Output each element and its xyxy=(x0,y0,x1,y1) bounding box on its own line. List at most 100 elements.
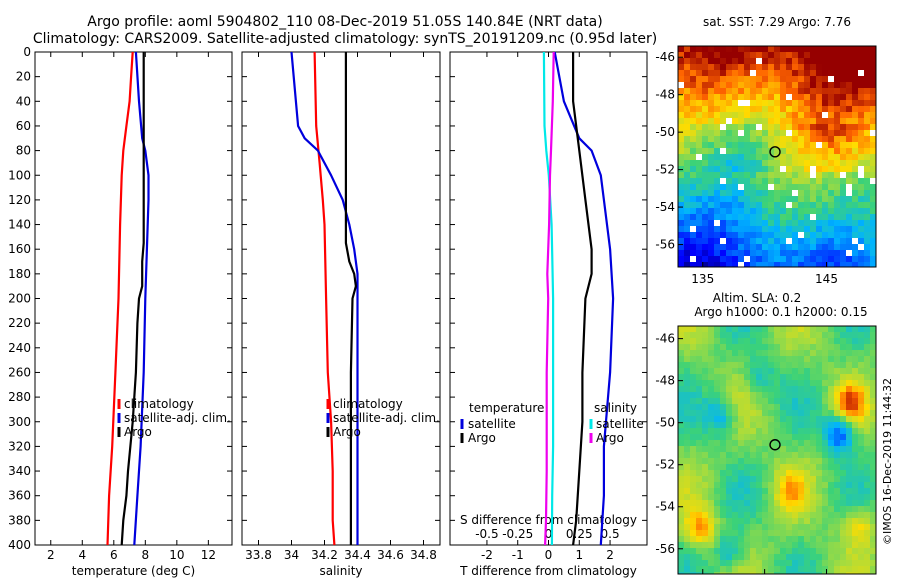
map-cell xyxy=(702,536,708,542)
map-cell xyxy=(810,82,816,88)
map-cell xyxy=(858,548,864,554)
map-cell xyxy=(810,428,816,434)
map-cell xyxy=(846,500,852,506)
map-cell xyxy=(720,362,726,368)
map-cell xyxy=(774,136,780,142)
map-cell xyxy=(696,374,702,380)
map-cell xyxy=(846,190,852,196)
map-cell xyxy=(738,208,744,214)
map-cell xyxy=(678,500,684,506)
map-cell xyxy=(732,160,738,166)
map-cell xyxy=(804,344,810,350)
map-cell xyxy=(834,398,840,404)
map-cell xyxy=(684,172,690,178)
map-cell xyxy=(798,184,804,190)
map-cell xyxy=(870,196,876,202)
map-cell xyxy=(756,166,762,172)
depth-tick-label: 120 xyxy=(8,193,31,207)
map-cell xyxy=(864,488,870,494)
map-cell xyxy=(732,244,738,250)
map-cell xyxy=(708,350,714,356)
map-cell xyxy=(726,220,732,226)
map-cell xyxy=(702,482,708,488)
map-cell xyxy=(840,506,846,512)
map-lat-label: -56 xyxy=(655,238,675,252)
map-cell xyxy=(684,434,690,440)
map-cell xyxy=(696,572,702,574)
map-cell xyxy=(744,350,750,356)
map-cell xyxy=(822,548,828,554)
map-cell xyxy=(840,154,846,160)
map-cell xyxy=(870,488,876,494)
map-cell xyxy=(786,100,792,106)
map-cell xyxy=(726,238,732,244)
map-cell xyxy=(708,422,714,428)
map-cell xyxy=(732,374,738,380)
map-cell xyxy=(696,470,702,476)
map-cell xyxy=(852,142,858,148)
map-cell xyxy=(762,530,768,536)
map-cell xyxy=(678,464,684,470)
map-cell xyxy=(684,196,690,202)
map-cell xyxy=(846,566,852,572)
map-cell xyxy=(744,548,750,554)
depth-tick-label: 160 xyxy=(8,242,31,256)
map-cell xyxy=(762,82,768,88)
map-cell xyxy=(840,172,846,178)
map-cell xyxy=(756,416,762,422)
map-cell xyxy=(774,452,780,458)
map-cell xyxy=(708,136,714,142)
map-cell xyxy=(828,172,834,178)
map-cell xyxy=(840,256,846,262)
map-cell xyxy=(720,130,726,136)
map-cell xyxy=(864,380,870,386)
map-cell xyxy=(786,154,792,160)
map-cell xyxy=(786,76,792,82)
map-cell xyxy=(786,58,792,64)
map-cell xyxy=(804,220,810,226)
map-cell xyxy=(804,422,810,428)
map-cell xyxy=(768,374,774,380)
map-cell xyxy=(858,392,864,398)
map-cell xyxy=(852,446,858,452)
map-cell xyxy=(822,190,828,196)
map-cell xyxy=(804,172,810,178)
map-cell xyxy=(714,94,720,100)
map-cell xyxy=(690,464,696,470)
map-cell xyxy=(732,196,738,202)
map-cell xyxy=(690,458,696,464)
map-cell xyxy=(780,452,786,458)
map-cell xyxy=(804,326,810,332)
map-cell xyxy=(852,500,858,506)
map-cell xyxy=(864,368,870,374)
map-cell xyxy=(810,262,816,267)
map-cell xyxy=(858,404,864,410)
map-cell xyxy=(852,184,858,190)
map-cell xyxy=(816,506,822,512)
map-cell xyxy=(726,148,732,154)
map-cell xyxy=(786,368,792,374)
map-cell xyxy=(708,184,714,190)
map-cell xyxy=(792,344,798,350)
map-cell xyxy=(858,214,864,220)
map-cell xyxy=(852,202,858,208)
map-panel-sla: -46-48-50-52-54-56135140145Altim. SLA: 0… xyxy=(655,291,877,580)
map-cell xyxy=(690,130,696,136)
map-cell xyxy=(696,100,702,106)
map-cell xyxy=(762,356,768,362)
map-cell xyxy=(780,416,786,422)
map-cell xyxy=(834,58,840,64)
map-cell xyxy=(708,356,714,362)
map-cell xyxy=(732,46,738,52)
map-cell xyxy=(786,380,792,386)
map-cell xyxy=(732,208,738,214)
map-cell xyxy=(744,536,750,542)
map-cell xyxy=(738,82,744,88)
map-cell xyxy=(720,572,726,574)
map-cell xyxy=(690,184,696,190)
map-cell xyxy=(816,344,822,350)
map-cell xyxy=(864,154,870,160)
map-cell xyxy=(810,416,816,422)
map-cell xyxy=(714,560,720,566)
map-cell xyxy=(762,178,768,184)
